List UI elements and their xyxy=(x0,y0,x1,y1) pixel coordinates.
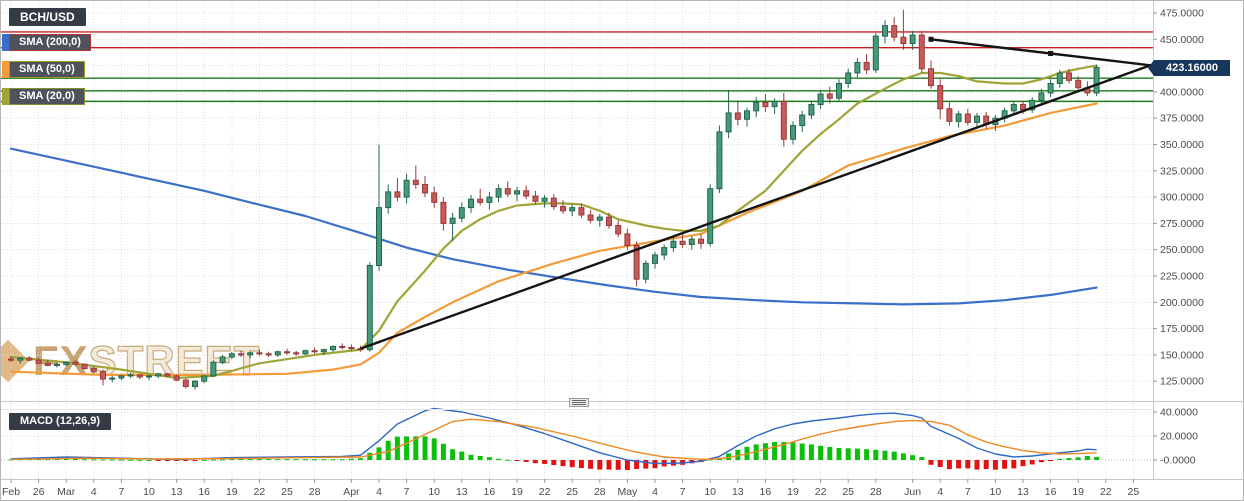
y-axis-label: 225.0000 xyxy=(1160,271,1204,283)
x-axis-label: 13 xyxy=(171,486,183,498)
x-axis-label: 7 xyxy=(404,486,410,498)
current-price-tag: 423.16000 xyxy=(1148,60,1230,76)
x-axis-label: 28 xyxy=(594,486,606,498)
x-axis-label: 22 xyxy=(539,486,551,498)
sma-200-badge: SMA (200,0) xyxy=(2,34,91,51)
x-axis-label: 19 xyxy=(226,486,238,498)
x-axis-label: Mar xyxy=(57,486,76,498)
x-axis-label: 4 xyxy=(652,486,658,498)
x-axis-label: 10 xyxy=(704,486,716,498)
plot-layers xyxy=(1,1,1171,479)
sma-50-label: SMA (50,0) xyxy=(9,61,85,78)
x-axis-label: 16 xyxy=(1045,486,1057,498)
macd-axis-label: -0.0000 xyxy=(1160,455,1196,467)
x-axis-label: 19 xyxy=(511,486,523,498)
x-axis-label: 4 xyxy=(376,486,382,498)
ascending-trendline[interactable] xyxy=(360,58,1171,350)
macd-badge: MACD (12,26,9) xyxy=(9,413,112,430)
y-axis-label: 450.0000 xyxy=(1160,34,1204,46)
time-axis[interactable]: Feb 26 Mar 4 7 10 13 16 19 22 25 28 Apr 4 7 10 13 16 19 22 2… xyxy=(2,479,1139,498)
y-axis-label: 350.0000 xyxy=(1160,139,1204,151)
grid-layer xyxy=(1,1,1153,479)
macd-signal-line xyxy=(10,418,1097,461)
y-axis-label: 125.0000 xyxy=(1160,376,1204,388)
sma-20-badge: SMA (20,0) xyxy=(2,88,85,105)
x-axis-label: 28 xyxy=(870,486,882,498)
sma-50-badge: SMA (50,0) xyxy=(2,61,85,78)
sma-200-line xyxy=(9,147,1098,306)
y-axis-label: 325.0000 xyxy=(1160,165,1204,177)
x-axis-label: 25 xyxy=(1128,486,1140,498)
y-axis-label: 175.0000 xyxy=(1160,323,1204,335)
y-axis-label: 300.0000 xyxy=(1160,192,1204,204)
x-axis-label: 10 xyxy=(143,486,155,498)
sma-20-line xyxy=(9,64,1098,380)
x-axis-label: 13 xyxy=(732,486,744,498)
sma-50-color-swatch xyxy=(2,61,9,78)
x-axis-label: 13 xyxy=(1017,486,1029,498)
panel-frame xyxy=(1,1,1243,480)
y-axis-label: 250.0000 xyxy=(1160,244,1204,256)
price-axis[interactable]: 475.0000450.0000425.0000400.0000375.0000… xyxy=(1153,8,1204,467)
candles-layer xyxy=(8,9,1100,390)
sma-20-label: SMA (20,0) xyxy=(9,88,85,105)
y-axis-label: 200.0000 xyxy=(1160,297,1204,309)
x-axis-label: 16 xyxy=(484,486,496,498)
x-axis-label: 13 xyxy=(456,486,468,498)
sma-20-color-swatch xyxy=(2,88,9,105)
x-axis-label: 7 xyxy=(680,486,686,498)
x-axis-label: 19 xyxy=(787,486,799,498)
x-axis-label: 4 xyxy=(91,486,97,498)
x-axis-label: Feb xyxy=(2,486,20,498)
x-axis-label: 7 xyxy=(965,486,971,498)
level-lines[interactable] xyxy=(1,31,1153,103)
x-axis-label: 22 xyxy=(1100,486,1112,498)
x-axis-label: May xyxy=(617,486,638,498)
y-axis-label: 150.0000 xyxy=(1160,349,1204,361)
x-axis-label: 16 xyxy=(760,486,772,498)
sma-200-color-swatch xyxy=(2,34,9,51)
x-axis-label: 28 xyxy=(309,486,321,498)
descending-trendline[interactable] xyxy=(928,36,1171,69)
y-axis-label: 275.0000 xyxy=(1160,218,1204,230)
y-axis-label: 400.0000 xyxy=(1160,86,1204,98)
x-axis-label: 10 xyxy=(990,486,1002,498)
macd-axis-label: 20.0000 xyxy=(1160,431,1198,443)
x-axis-label: 25 xyxy=(281,486,293,498)
sma-50-line xyxy=(9,102,1098,376)
x-axis-label: Jun xyxy=(904,486,921,498)
x-axis-label: 25 xyxy=(842,486,854,498)
macd-axis-label: 40.0000 xyxy=(1160,407,1198,419)
symbol-badge: BCH/USD xyxy=(9,8,86,26)
x-axis-label: 22 xyxy=(815,486,827,498)
panel-resize-handle[interactable] xyxy=(569,398,589,407)
sma-200-label: SMA (200,0) xyxy=(9,34,91,51)
x-axis-label: 4 xyxy=(937,486,943,498)
x-axis-label: 26 xyxy=(33,486,45,498)
x-axis-label: 16 xyxy=(198,486,210,498)
macd-histogram xyxy=(8,436,1100,470)
x-axis-label: 7 xyxy=(118,486,124,498)
x-axis-label: 19 xyxy=(1072,486,1084,498)
x-axis-label: 10 xyxy=(428,486,440,498)
x-axis-label: 22 xyxy=(254,486,266,498)
x-axis-label: Apr xyxy=(343,486,360,498)
y-axis-label: 375.0000 xyxy=(1160,113,1204,125)
x-axis-label: 25 xyxy=(566,486,578,498)
y-axis-label: 475.0000 xyxy=(1160,8,1204,20)
